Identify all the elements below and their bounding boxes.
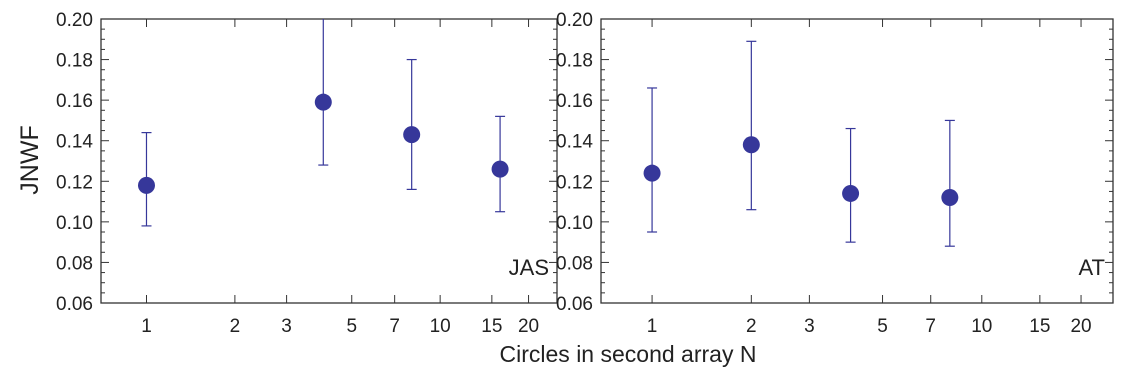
y-tick-label: 0.10	[556, 213, 593, 234]
y-tick-label: 0.08	[556, 253, 593, 274]
y-tick-label: 0.14	[556, 132, 593, 153]
data-point	[742, 136, 760, 154]
data-point	[137, 176, 155, 194]
data-point	[842, 184, 860, 202]
data-point	[941, 189, 959, 207]
x-tick-label: 5	[346, 316, 357, 337]
x-tick-label: 20	[1070, 316, 1091, 337]
x-tick-label: 2	[230, 316, 241, 337]
x-tick-label: 15	[481, 316, 502, 337]
x-tick-label: 7	[925, 316, 936, 337]
y-tick-label: 0.18	[556, 51, 593, 72]
data-point	[643, 164, 661, 182]
x-tick-label: 1	[141, 316, 152, 337]
y-tick-label: 0.06	[56, 294, 93, 315]
panel-label: JAS	[509, 255, 549, 280]
y-tick-label: 0.08	[56, 253, 93, 274]
panel-label: AT	[1079, 255, 1105, 280]
y-tick-label: 0.10	[56, 213, 93, 234]
x-tick-label: 2	[746, 316, 757, 337]
x-tick-label: 5	[877, 316, 888, 337]
x-tick-label: 10	[971, 316, 992, 337]
data-point	[491, 160, 509, 178]
plot-frame	[600, 18, 1114, 304]
panel-jas: 0.06 0.08 0.10 0.12 0.14 0.16 0.18 0.20 1 2 3 5 7 10 1…	[56, 10, 558, 337]
x-tick-label: 1	[647, 316, 658, 337]
y-tick-label: 0.20	[556, 10, 593, 31]
y-tick-label: 0.16	[56, 91, 93, 112]
x-tick-label: 10	[430, 316, 451, 337]
y-tick-label: 0.16	[556, 91, 593, 112]
x-tick-label: 3	[804, 316, 815, 337]
y-axis-label: JNWF	[16, 125, 44, 194]
plot-frame	[100, 18, 558, 304]
x-tick-label: 3	[281, 316, 292, 337]
y-tick-label: 0.06	[556, 294, 593, 315]
x-tick-label: 20	[518, 316, 539, 337]
x-axis-label: Circles in second array N	[500, 341, 757, 367]
x-tick-label: 15	[1029, 316, 1050, 337]
panel-at: 0.06 0.08 0.10 0.12 0.14 0.16 0.18 0.20 1 2 3 5 7 10 1…	[556, 10, 1114, 337]
data-point	[403, 126, 421, 144]
y-tick-label: 0.18	[56, 51, 93, 72]
x-tick-label: 7	[389, 316, 400, 337]
y-tick-label: 0.12	[556, 172, 593, 193]
y-tick-label: 0.14	[56, 132, 93, 153]
data-point	[314, 93, 332, 111]
y-tick-label: 0.12	[56, 172, 93, 193]
y-tick-label: 0.20	[56, 10, 93, 31]
